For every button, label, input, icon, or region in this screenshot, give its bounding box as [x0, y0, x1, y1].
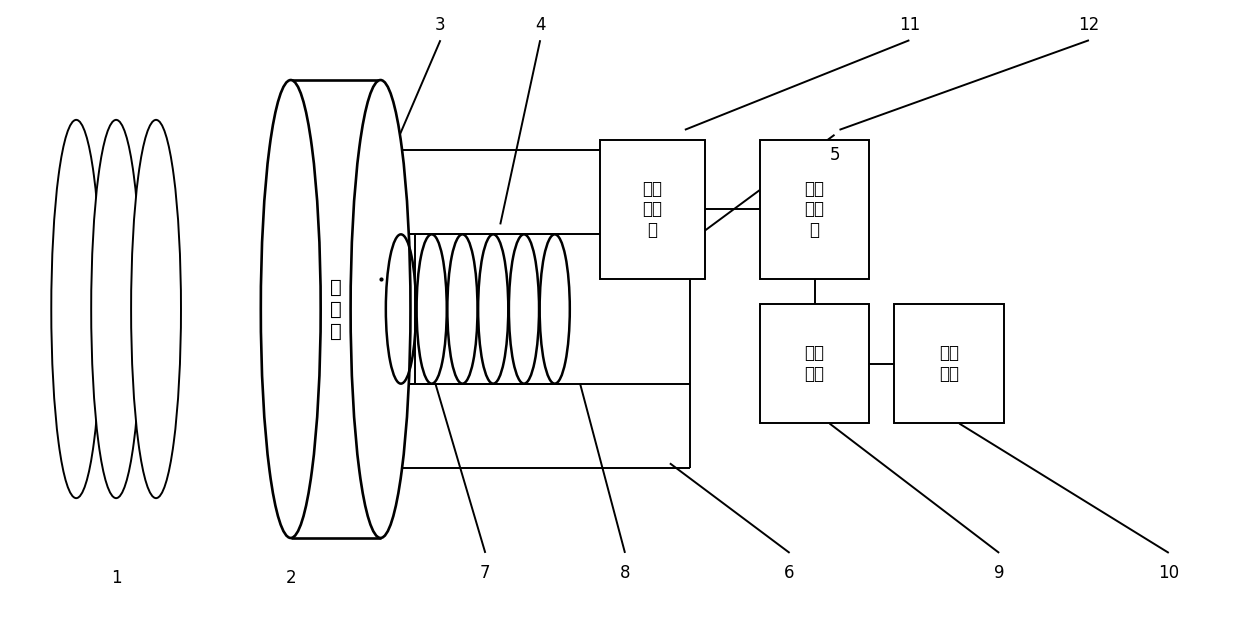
Text: 6: 6 — [785, 564, 795, 582]
Text: 控制
芯片: 控制 芯片 — [805, 344, 825, 383]
Bar — [760, 304, 869, 423]
Text: 2: 2 — [285, 569, 296, 587]
Text: 9: 9 — [994, 564, 1004, 582]
Text: 8: 8 — [620, 564, 630, 582]
Bar — [894, 304, 1004, 423]
Bar — [600, 140, 704, 279]
Text: 5: 5 — [830, 145, 839, 163]
Text: 4: 4 — [534, 16, 546, 34]
Ellipse shape — [92, 120, 141, 498]
Text: 7: 7 — [480, 564, 491, 582]
Ellipse shape — [51, 120, 102, 498]
Text: 功率
放大
器: 功率 放大 器 — [805, 180, 825, 240]
Text: 1: 1 — [110, 569, 122, 587]
Ellipse shape — [351, 80, 410, 538]
Text: 储能
元件: 储能 元件 — [939, 344, 960, 383]
Text: 桥式
整流
器: 桥式 整流 器 — [642, 180, 662, 240]
Bar — [760, 140, 869, 279]
Ellipse shape — [260, 80, 321, 538]
Text: 10: 10 — [1158, 564, 1179, 582]
Text: 11: 11 — [899, 16, 920, 34]
Text: 接
收
器: 接 收 器 — [330, 277, 341, 340]
Text: 12: 12 — [1079, 16, 1100, 34]
Ellipse shape — [131, 120, 181, 498]
Text: 3: 3 — [435, 16, 445, 34]
